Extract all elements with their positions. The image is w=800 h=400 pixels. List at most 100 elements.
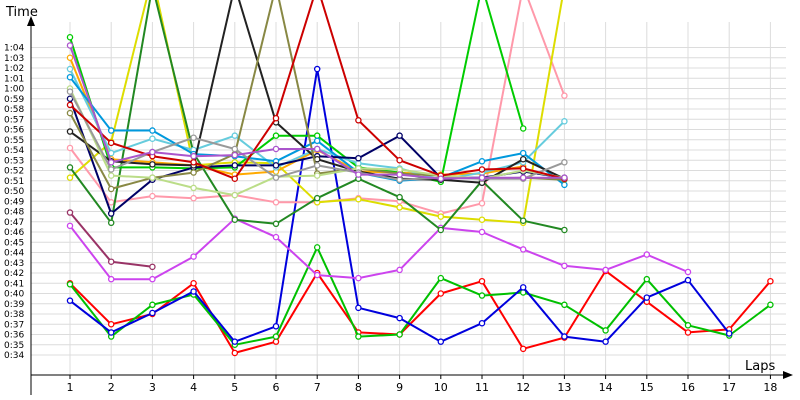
data-point [602, 338, 609, 345]
y-tick-label: 0:54 [4, 146, 24, 156]
x-tick-label: 14 [599, 381, 613, 394]
data-point [561, 118, 568, 125]
data-point [478, 216, 486, 223]
data-point [725, 330, 733, 337]
data-point [355, 304, 362, 312]
data-point [767, 277, 774, 285]
data-point [190, 194, 197, 202]
data-point [396, 314, 403, 322]
data-point [190, 169, 197, 176]
data-point [767, 301, 774, 309]
data-point [643, 275, 651, 283]
data-point [107, 258, 115, 265]
data-point [190, 184, 197, 192]
x-tick-label: 8 [355, 381, 362, 394]
data-point [561, 301, 568, 309]
y-tick-label: 1:03 [4, 54, 24, 64]
data-point [107, 127, 115, 134]
data-point [66, 109, 74, 117]
data-point [231, 145, 239, 153]
x-axis-arrow [783, 371, 793, 379]
data-point [355, 333, 362, 340]
data-point [478, 277, 486, 285]
data-point [66, 88, 74, 95]
data-point [684, 276, 692, 284]
y-tick-label: 0:55 [4, 136, 24, 146]
data-point [149, 161, 156, 168]
data-point [355, 117, 362, 124]
y-tick-label: 1:01 [4, 74, 24, 84]
data-point [684, 322, 692, 329]
data-point [519, 125, 527, 132]
data-point [66, 128, 74, 135]
data-point [313, 162, 321, 169]
data-point [396, 156, 403, 164]
data-point [149, 301, 156, 309]
data-point [190, 152, 197, 160]
y-axis-arrow [27, 16, 35, 26]
data-point [355, 171, 362, 178]
data-point [190, 159, 197, 166]
y-tick-label: 0:45 [4, 238, 24, 248]
x-tick-label: 7 [314, 381, 321, 394]
data-point [149, 192, 156, 200]
data-point [478, 292, 486, 299]
data-point [272, 199, 280, 206]
data-point [66, 144, 74, 152]
data-point [149, 263, 156, 271]
series-2 [66, 244, 774, 348]
data-point [437, 338, 445, 345]
data-point [561, 174, 568, 181]
data-point [478, 319, 486, 327]
y-tick-label: 0:56 [4, 126, 24, 136]
data-point [231, 216, 239, 223]
x-tick-label: 10 [434, 381, 448, 394]
series-line [69, 269, 772, 354]
data-point [66, 222, 74, 230]
y-tick-label: 0:40 [4, 290, 24, 300]
series [66, 0, 774, 357]
data-point [231, 338, 239, 345]
data-point [519, 174, 527, 181]
data-point [66, 209, 74, 216]
x-tick-label: 9 [396, 381, 403, 394]
data-point [231, 162, 239, 169]
x-tick-label: 4 [190, 381, 197, 394]
data-point [272, 162, 280, 169]
data-point [231, 349, 239, 357]
axes: Time Laps [5, 5, 793, 395]
data-point [519, 155, 527, 163]
y-tick-label: 1:04 [4, 44, 24, 54]
x-tick-label: 16 [681, 381, 695, 394]
data-point [355, 154, 362, 162]
data-point [396, 193, 403, 201]
data-point [66, 164, 74, 171]
data-point [272, 323, 280, 330]
data-point [643, 294, 651, 301]
data-point [561, 226, 568, 234]
data-point [561, 92, 568, 99]
data-point [684, 268, 692, 276]
data-point [66, 54, 74, 62]
data-point [190, 253, 197, 260]
data-point [437, 274, 445, 282]
data-point [684, 329, 692, 336]
data-point [519, 149, 527, 157]
data-point [66, 95, 74, 103]
x-tick-label: 13 [557, 381, 571, 394]
y-tick-label: 0:42 [4, 269, 24, 279]
y-tick-label: 0:35 [4, 341, 24, 351]
data-point [149, 127, 156, 134]
y-tick-label: 0:48 [4, 208, 24, 218]
data-point [396, 132, 403, 139]
data-point [66, 281, 74, 288]
data-point [107, 199, 115, 206]
data-point [272, 132, 280, 139]
y-tick-label: 1:02 [4, 64, 24, 74]
data-point [313, 137, 321, 145]
x-tick-label: 6 [273, 381, 280, 394]
data-point [66, 297, 74, 304]
data-point [313, 194, 321, 202]
x-tick-label: 3 [149, 381, 156, 394]
y-tick-label: 0:49 [4, 197, 24, 207]
